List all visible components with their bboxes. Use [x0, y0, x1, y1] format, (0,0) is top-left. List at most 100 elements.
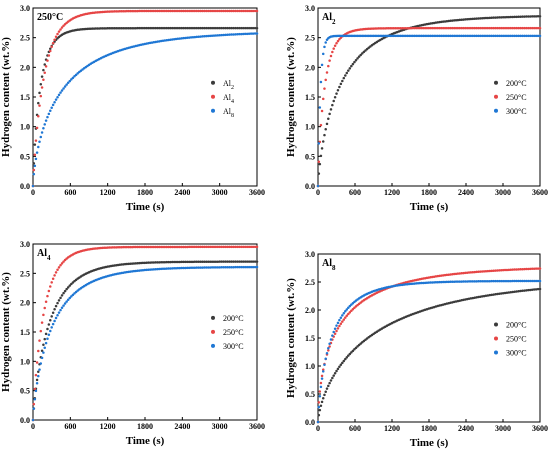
data-point	[341, 320, 344, 323]
data-point	[475, 26, 478, 30]
data-point	[416, 26, 420, 30]
data-point	[449, 280, 452, 284]
data-point	[152, 9, 156, 13]
data-point	[212, 266, 216, 269]
data-point	[519, 34, 522, 38]
data-point	[57, 266, 61, 269]
data-point	[469, 271, 473, 274]
data-point	[189, 36, 193, 39]
data-point	[65, 287, 68, 291]
data-point	[243, 265, 247, 269]
data-point	[54, 98, 58, 101]
data-point	[50, 315, 53, 318]
data-point	[467, 280, 471, 283]
data-point	[445, 26, 449, 30]
data-point	[325, 352, 329, 355]
data-point	[513, 15, 516, 19]
data-point	[143, 268, 146, 272]
data-point	[347, 306, 350, 309]
data-point	[413, 26, 416, 30]
data-point	[324, 41, 327, 44]
legend-label: 200°C	[223, 314, 244, 323]
data-point	[482, 34, 486, 38]
data-point	[222, 33, 225, 37]
data-point	[206, 266, 210, 269]
data-point	[150, 245, 154, 249]
data-point	[49, 285, 52, 288]
data-point	[451, 280, 454, 284]
data-point	[488, 269, 492, 273]
data-point	[193, 26, 197, 30]
data-point	[528, 288, 532, 292]
data-point	[187, 36, 191, 39]
data-point	[460, 299, 463, 302]
data-point	[486, 34, 490, 38]
data-point	[318, 390, 322, 393]
data-point	[440, 26, 443, 30]
data-point	[182, 266, 185, 270]
data-point	[255, 260, 259, 263]
data-point	[238, 260, 241, 263]
data-point	[40, 75, 44, 78]
data-point	[163, 267, 167, 270]
data-point	[496, 16, 499, 19]
x-axis-title: Time (s)	[410, 201, 449, 213]
data-point	[152, 268, 156, 271]
data-point	[344, 357, 347, 361]
data-point	[475, 17, 478, 20]
data-point	[449, 19, 452, 23]
data-point	[399, 34, 402, 38]
data-point	[341, 79, 344, 83]
y-tick-label: 3.0	[305, 250, 315, 259]
data-point	[70, 78, 73, 81]
data-point	[39, 94, 43, 98]
data-point	[499, 292, 503, 295]
data-point	[44, 65, 48, 68]
data-point	[37, 370, 40, 374]
series-3	[31, 32, 259, 188]
data-point	[509, 26, 513, 30]
data-point	[484, 34, 488, 38]
data-point	[158, 9, 161, 13]
x-tick-label: 3000	[212, 188, 228, 197]
data-point	[62, 304, 65, 307]
data-point	[218, 26, 222, 30]
data-point	[490, 16, 493, 20]
data-point	[494, 26, 497, 30]
data-point	[228, 260, 231, 263]
data-point	[350, 351, 353, 354]
data-point	[178, 9, 182, 13]
data-point	[109, 27, 113, 30]
data-point	[402, 34, 406, 38]
data-point	[243, 9, 247, 13]
legend-label-base: Al	[223, 79, 232, 88]
data-point	[505, 15, 509, 19]
panel-label-base: Al	[322, 12, 332, 23]
data-point	[60, 89, 64, 92]
data-point	[353, 60, 356, 64]
data-point	[176, 266, 180, 270]
data-point	[165, 38, 168, 42]
data-point	[443, 26, 447, 30]
data-point	[335, 329, 338, 333]
data-point	[475, 34, 478, 38]
data-point	[397, 34, 401, 38]
data-point	[214, 245, 218, 249]
data-point	[182, 9, 185, 13]
legend-label: Al4	[223, 93, 234, 105]
x-tick-label: 1200	[384, 188, 400, 197]
data-point	[440, 274, 443, 277]
data-point	[492, 16, 495, 19]
data-point	[499, 26, 503, 30]
data-point	[511, 26, 514, 30]
data-point	[178, 266, 182, 270]
data-point	[171, 9, 174, 13]
data-point	[53, 319, 56, 323]
data-point	[56, 313, 59, 317]
data-point	[145, 268, 148, 272]
data-point	[33, 153, 37, 156]
data-point	[342, 318, 346, 321]
data-point	[38, 91, 41, 95]
data-point	[165, 26, 168, 30]
data-point	[465, 271, 469, 274]
